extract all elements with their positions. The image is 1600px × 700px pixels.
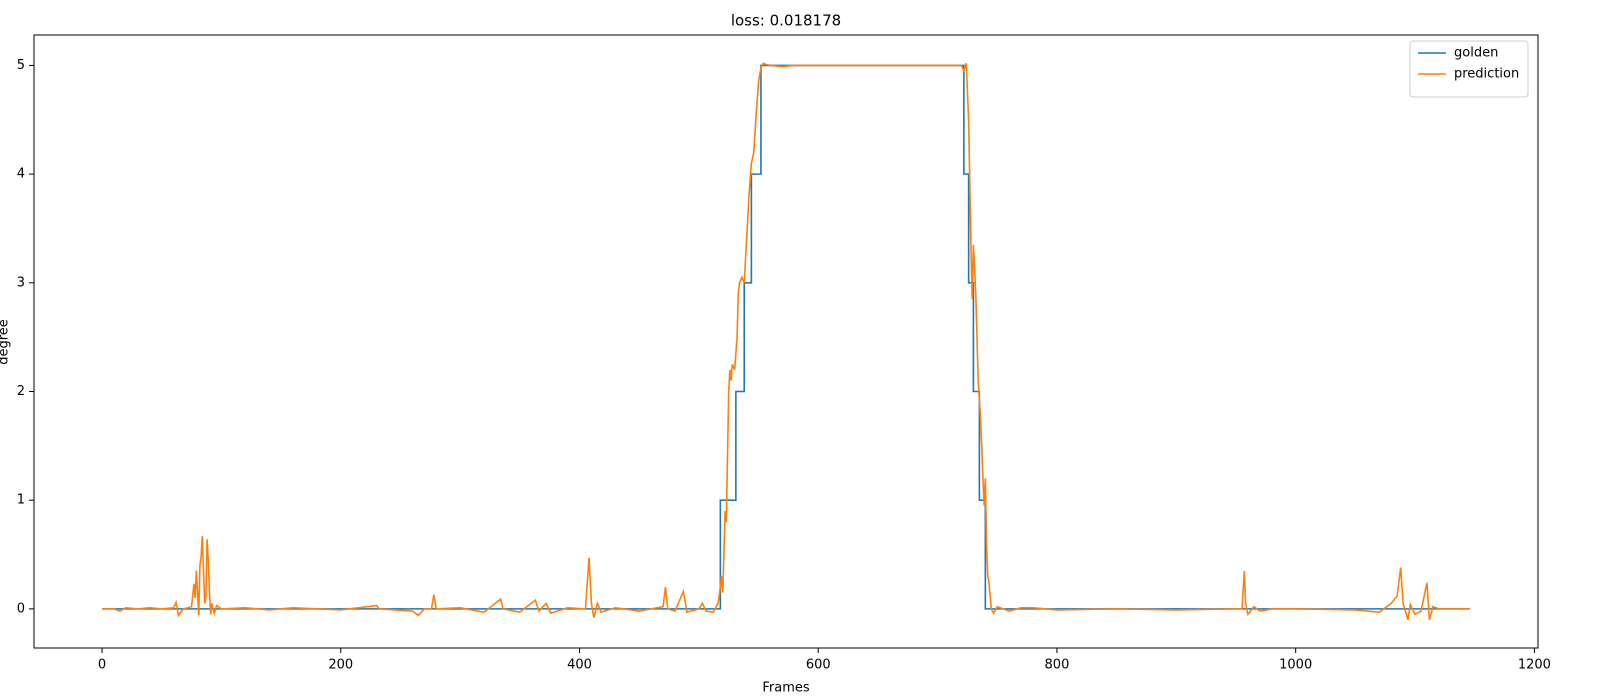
x-tick-label: 1200 bbox=[1518, 658, 1551, 673]
chart-title: loss: 0.018178 bbox=[731, 12, 841, 30]
series-line bbox=[102, 64, 1470, 610]
y-tick-label: 3 bbox=[17, 275, 25, 290]
x-tick-label: 200 bbox=[328, 658, 353, 673]
plot-frame bbox=[33, 34, 1539, 649]
y-tick-label: 5 bbox=[17, 58, 25, 73]
legend-box bbox=[1409, 40, 1529, 98]
y-tick-label: 0 bbox=[17, 601, 25, 616]
y-tick-label: 1 bbox=[17, 493, 25, 508]
series-line bbox=[102, 62, 1470, 620]
x-tick-label: 1000 bbox=[1279, 658, 1312, 673]
y-tick-label: 2 bbox=[17, 384, 25, 399]
x-tick-label: 600 bbox=[806, 658, 831, 673]
legend-label: golden bbox=[1454, 46, 1498, 61]
y-axis-label: degree bbox=[0, 319, 12, 365]
x-tick-label: 0 bbox=[98, 658, 106, 673]
x-tick-label: 400 bbox=[567, 658, 592, 673]
x-tick-label: 800 bbox=[1045, 658, 1070, 673]
x-axis-label: Frames bbox=[762, 681, 810, 696]
y-tick-label: 4 bbox=[17, 167, 25, 182]
legend-label: prediction bbox=[1454, 67, 1519, 82]
